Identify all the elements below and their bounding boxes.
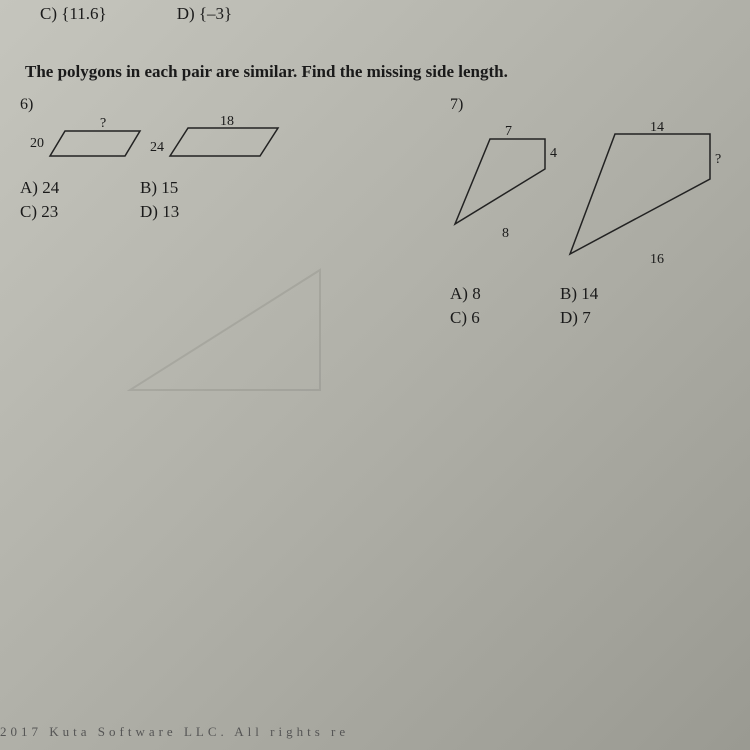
- q6-answers: A) 24 B) 15 C) 23 D) 13: [20, 178, 360, 222]
- q6-parallelograms: [40, 126, 290, 166]
- ghost-triangle: [120, 260, 340, 400]
- q6-answer-c: C) 23: [20, 202, 140, 222]
- section-instruction: The polygons in each pair are similar. F…: [25, 62, 508, 82]
- prev-question-options: C) {11.6} D) {–3}: [40, 4, 232, 24]
- question-6: 6) 20 ? 24 18 A) 24 B) 15 C) 23 D) 13: [20, 96, 360, 222]
- q6-label-question: ?: [100, 116, 106, 132]
- question-number: 7): [450, 96, 750, 114]
- q7-answer-c: C) 6: [450, 308, 560, 328]
- q7-label-16: 16: [650, 252, 664, 268]
- q7-answer-a: A) 8: [450, 284, 560, 304]
- q7-label-4: 4: [550, 146, 557, 162]
- option-d: D) {–3}: [177, 4, 233, 24]
- q6-answer-b: B) 15: [140, 178, 260, 198]
- q7-label-14: 14: [650, 120, 664, 136]
- copyright-footer: 2017 Kuta Software LLC. All rights re: [0, 724, 349, 740]
- q7-label-8: 8: [502, 226, 509, 242]
- q6-answer-d: D) 13: [140, 202, 260, 222]
- worksheet-page: C) {11.6} D) {–3} The polygons in each p…: [0, 0, 750, 750]
- q6-label-18: 18: [220, 114, 234, 130]
- q6-figures: 20 ? 24 18: [20, 118, 360, 178]
- q6-answer-a: A) 24: [20, 178, 140, 198]
- q7-answer-d: D) 7: [560, 308, 670, 328]
- q7-quadrilaterals: [450, 124, 730, 264]
- q6-label-20: 20: [30, 136, 44, 152]
- option-c: C) {11.6}: [40, 4, 107, 24]
- q7-answers: A) 8 B) 14 C) 6 D) 7: [450, 284, 750, 328]
- q7-figures: 7 4 8 14 ? 16: [450, 124, 750, 274]
- question-number: 6): [20, 96, 360, 114]
- q6-label-24: 24: [150, 140, 164, 156]
- question-7: 7) 7 4 8 14 ? 16 A) 8 B) 14 C) 6 D) 7: [450, 96, 750, 328]
- q7-answer-b: B) 14: [560, 284, 670, 304]
- q7-label-question: ?: [715, 152, 721, 168]
- q7-label-7: 7: [505, 124, 512, 140]
